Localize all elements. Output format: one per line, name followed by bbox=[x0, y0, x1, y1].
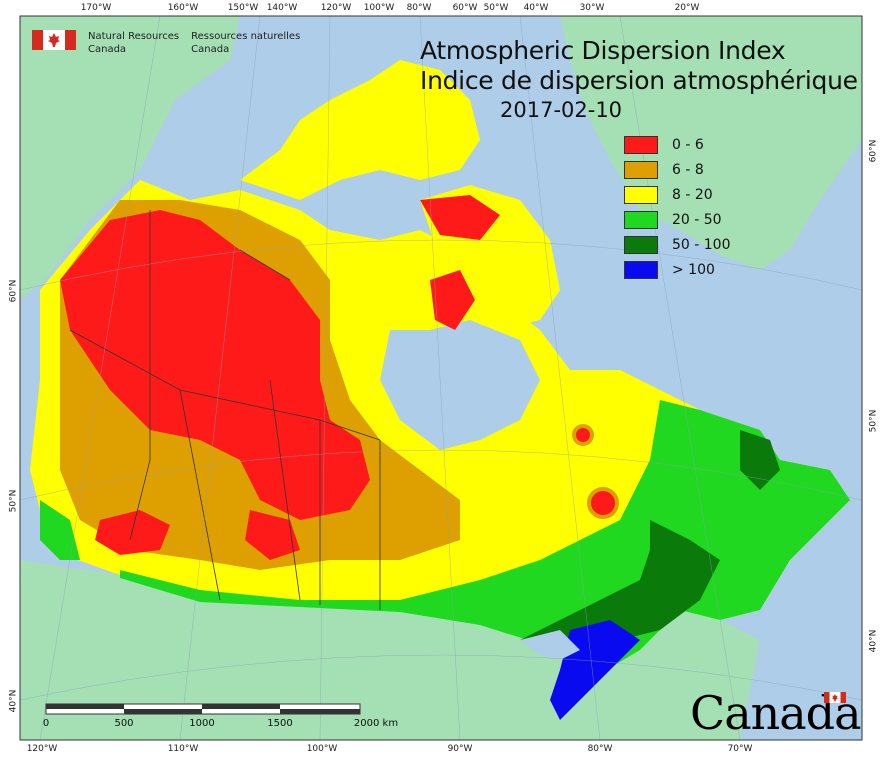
top-lon-label: 160°W bbox=[167, 3, 199, 13]
zone-50-100 bbox=[520, 520, 720, 650]
zone-0-6 bbox=[60, 210, 370, 520]
legend-label: 0 - 6 bbox=[672, 136, 704, 153]
org-en-line2: Canada bbox=[88, 44, 127, 55]
great-lakes bbox=[520, 630, 580, 660]
map-title: Atmospheric Dispersion Index Indice de d… bbox=[420, 36, 858, 124]
legend-swatch bbox=[624, 160, 658, 179]
right-lat-label: 40°N bbox=[868, 629, 879, 653]
legend-item: 20 - 50 bbox=[624, 207, 731, 232]
legend-item: > 100 bbox=[624, 257, 731, 282]
legend-item: 8 - 20 bbox=[624, 182, 731, 207]
bottom-lon-label: 100°W bbox=[306, 744, 338, 754]
zone-0-6-north bbox=[420, 195, 500, 240]
hudson-bay bbox=[380, 320, 540, 450]
org-name-en: Natural Resources Canada bbox=[88, 30, 179, 56]
top-lon-label: 20°W bbox=[674, 3, 700, 13]
scale-label: 2000 km bbox=[353, 718, 399, 729]
legend-item: 0 - 6 bbox=[624, 132, 731, 157]
legend-swatch bbox=[624, 260, 658, 279]
bottom-lon-label: 80°W bbox=[587, 744, 613, 754]
top-lon-label: 120°W bbox=[320, 3, 352, 13]
greenland bbox=[560, 16, 862, 270]
right-lat-label: 60°N bbox=[868, 139, 879, 163]
org-fr-line1: Ressources naturelles bbox=[191, 31, 301, 42]
arctic-islands bbox=[240, 60, 480, 200]
zone-0-6-quebec bbox=[587, 487, 619, 519]
legend-swatch bbox=[624, 185, 658, 204]
provincial-borders bbox=[69, 210, 381, 610]
zone-50-100-ne bbox=[740, 430, 780, 490]
usa-east bbox=[590, 610, 760, 740]
legend-label: 20 - 50 bbox=[672, 211, 722, 228]
top-lon-label: 30°W bbox=[579, 3, 605, 13]
top-lon-label: 140°W bbox=[266, 3, 298, 13]
legend-item: 50 - 100 bbox=[624, 232, 731, 257]
org-name-fr: Ressources naturelles Canada bbox=[191, 30, 300, 56]
left-lat-label: 40°N bbox=[8, 689, 19, 713]
legend-swatch bbox=[624, 135, 658, 154]
scale-bar-graphic bbox=[45, 703, 361, 715]
alaska bbox=[20, 16, 240, 300]
zone-0-6-sask bbox=[245, 510, 300, 560]
legend-item: 6 - 8 bbox=[624, 157, 731, 182]
top-lon-label: 50°W bbox=[483, 3, 509, 13]
zone-0-6-south bbox=[95, 510, 170, 555]
legend-swatch bbox=[624, 235, 658, 254]
bottom-lon-label: 120°W bbox=[26, 744, 58, 754]
top-lon-label: 60°W bbox=[452, 3, 478, 13]
bottom-lon-label: 110°W bbox=[167, 744, 199, 754]
nrcan-signature: Natural Resources Canada Ressources natu… bbox=[32, 30, 300, 56]
zone-20-50-west bbox=[40, 500, 80, 560]
top-lon-label: 80°W bbox=[406, 3, 432, 13]
left-lat-label: 60°N bbox=[8, 279, 19, 303]
zone-0-6-baffin bbox=[430, 270, 475, 330]
top-lon-label: 100°W bbox=[363, 3, 395, 13]
scale-label: 500 bbox=[114, 718, 134, 729]
legend-label: 8 - 20 bbox=[672, 186, 713, 203]
map-date: 2017-02-10 bbox=[500, 98, 623, 122]
title-english: Atmospheric Dispersion Index bbox=[420, 36, 786, 65]
wordmark-flag-icon bbox=[824, 692, 846, 703]
legend-swatch bbox=[624, 210, 658, 229]
title-french: Indice de dispersion atmosphérique bbox=[420, 66, 858, 95]
top-lon-label: 170°W bbox=[80, 3, 112, 13]
legend-label: > 100 bbox=[672, 261, 715, 278]
right-lat-label: 50°N bbox=[868, 409, 879, 433]
org-fr-line2: Canada bbox=[191, 44, 230, 55]
legend-label: 50 - 100 bbox=[672, 236, 731, 253]
canada-flag-icon bbox=[32, 30, 76, 50]
scale-label: 0 bbox=[42, 718, 50, 729]
scale-label: 1500 bbox=[267, 718, 293, 729]
left-lat-label: 50°N bbox=[8, 489, 19, 513]
scale-label: 1000 bbox=[189, 718, 215, 729]
legend: 0 - 6 6 - 8 8 - 20 20 - 50 50 - 100 > 10… bbox=[624, 132, 731, 282]
org-en-line1: Natural Resources bbox=[88, 31, 180, 42]
usa-land bbox=[20, 560, 600, 740]
bottom-lon-label: 90°W bbox=[447, 744, 473, 754]
top-lon-label: 40°W bbox=[523, 3, 549, 13]
bottom-lon-label: 70°W bbox=[727, 744, 753, 754]
zone-0-6-quebec-n bbox=[572, 424, 594, 446]
legend-label: 6 - 8 bbox=[672, 161, 704, 178]
top-lon-label: 150°W bbox=[227, 3, 259, 13]
